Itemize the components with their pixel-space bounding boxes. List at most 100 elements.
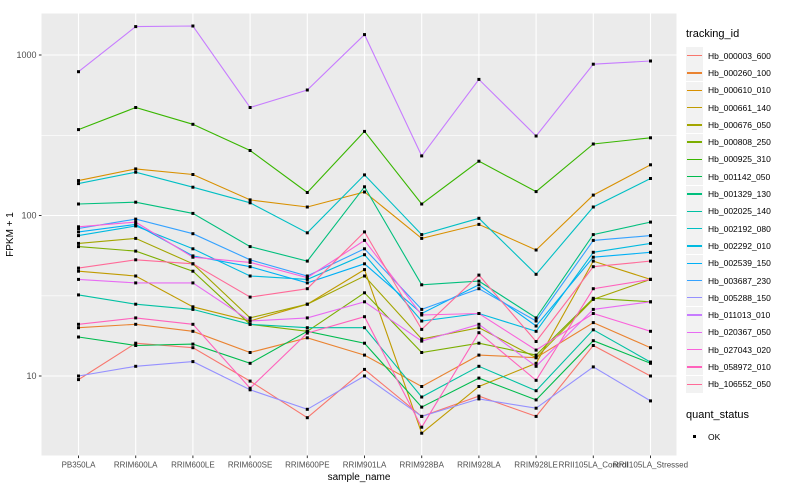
- legend-entry-label: Hb_002025_140: [708, 206, 771, 217]
- legend-key-line: [687, 245, 702, 247]
- legend-entry-label: Hb_027043_020: [708, 344, 771, 355]
- data-point: [363, 230, 366, 234]
- data-point: [305, 326, 309, 330]
- data-point: [534, 134, 538, 138]
- legend-entry-label: Hb_002192_080: [708, 223, 771, 234]
- plot-panel: [41, 13, 677, 456]
- data-point: [363, 129, 366, 133]
- legend-key-line: [687, 314, 702, 316]
- legend-key-line: [687, 193, 702, 195]
- data-point: [420, 319, 424, 323]
- data-point: [134, 274, 138, 278]
- data-point: [363, 291, 366, 295]
- legend-entry-Hb_001329_130: Hb_001329_130: [686, 185, 798, 203]
- legend-entry-label: Hb_000610_010: [708, 85, 771, 96]
- data-point: [77, 374, 80, 378]
- data-point: [649, 250, 652, 254]
- y-tick-label: 100: [21, 211, 36, 221]
- data-point: [534, 272, 538, 276]
- data-point: [248, 106, 252, 109]
- legend-entry-Hb_001142_050: Hb_001142_050: [686, 168, 798, 186]
- data-point: [77, 179, 80, 183]
- legend-entry-label: Hb_003687_230: [708, 275, 771, 286]
- legend-key-line: [687, 124, 702, 126]
- legend-key-swatch: [686, 428, 703, 445]
- data-point: [649, 177, 652, 180]
- data-point: [305, 336, 309, 340]
- data-point: [363, 247, 366, 251]
- data-point: [477, 159, 481, 163]
- legend-key-line: [687, 54, 702, 57]
- legend-key-line: [687, 366, 702, 368]
- data-point: [191, 247, 195, 251]
- x-tick-label: RRIM600LE: [171, 461, 215, 470]
- data-point: [649, 399, 652, 403]
- x-tick-label: RRIM928BA: [399, 461, 444, 470]
- legend-entry-Hb_000610_010: Hb_000610_010: [686, 81, 798, 99]
- data-point: [477, 364, 481, 368]
- data-point: [363, 173, 366, 177]
- data-point: [534, 248, 538, 252]
- legend-key-line: [687, 176, 702, 178]
- data-point: [477, 77, 481, 81]
- legend-key-swatch: [686, 168, 703, 186]
- legend-key-line: [687, 348, 702, 351]
- data-point: [534, 356, 538, 360]
- data-point: [649, 374, 652, 378]
- data-point: [248, 265, 252, 269]
- data-point: [477, 394, 481, 398]
- legend-key-swatch: [686, 237, 703, 255]
- data-point: [420, 425, 424, 429]
- data-point: [477, 287, 481, 291]
- data-point: [134, 236, 138, 240]
- legend-key-swatch: [686, 116, 703, 134]
- data-point: [591, 259, 595, 263]
- y-tick-label: 10: [26, 371, 36, 381]
- legend-key-swatch: [686, 306, 703, 324]
- data-point: [305, 407, 309, 411]
- data-point: [591, 255, 595, 259]
- data-point: [363, 274, 366, 278]
- legend-entry-label: Hb_000661_140: [708, 102, 771, 113]
- legend-entry-Hb_011013_010: Hb_011013_010: [686, 306, 798, 324]
- data-point: [591, 238, 595, 242]
- data-point: [477, 322, 481, 326]
- legend-entry-quant-OK: OK: [686, 428, 798, 445]
- legend-title-quant-status: quant_status: [686, 408, 749, 421]
- data-point: [191, 346, 195, 350]
- legend-entry-label: Hb_001329_130: [708, 189, 771, 200]
- legend-key-swatch: [686, 272, 703, 289]
- legend-key-line: [687, 331, 702, 334]
- data-point: [477, 279, 481, 283]
- data-point: [191, 307, 195, 311]
- data-point: [191, 305, 195, 309]
- legend-key-swatch: [686, 202, 703, 220]
- data-point: [477, 283, 481, 287]
- data-point: [134, 344, 138, 347]
- data-point: [534, 353, 538, 357]
- data-point: [591, 344, 595, 347]
- data-point: [134, 170, 138, 174]
- data-point: [477, 376, 481, 380]
- legend-quant-entries: OK: [686, 428, 798, 445]
- data-point: [77, 269, 80, 273]
- data-point: [77, 245, 80, 249]
- data-point: [134, 200, 138, 204]
- data-point: [134, 220, 138, 224]
- data-point: [477, 385, 481, 388]
- data-point: [77, 230, 80, 234]
- data-point: [591, 307, 595, 311]
- data-point: [77, 182, 80, 186]
- legend-key-line: [687, 106, 702, 109]
- data-point: [305, 191, 309, 194]
- legend-title-tracking-id: tracking_id: [686, 28, 740, 40]
- data-point: [77, 322, 80, 326]
- data-point: [420, 339, 424, 343]
- legend-entry-Hb_005288_150: Hb_005288_150: [686, 289, 798, 307]
- legend-key-swatch: [686, 133, 703, 151]
- data-point: [534, 329, 538, 333]
- data-point: [649, 300, 652, 304]
- data-point: [591, 205, 595, 209]
- data-point: [305, 281, 309, 285]
- data-point: [305, 259, 309, 263]
